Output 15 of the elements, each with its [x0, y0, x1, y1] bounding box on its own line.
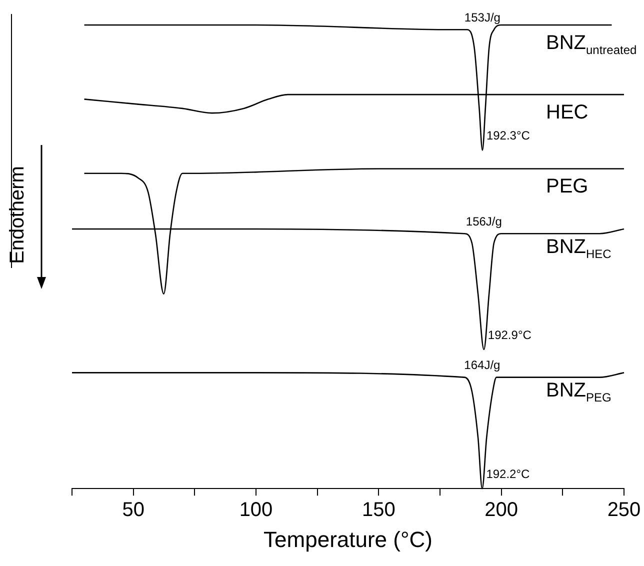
series-label: HEC [546, 102, 588, 124]
series-label: PEG [546, 176, 588, 198]
annotation: 192.2°C [486, 466, 530, 481]
x-tick-label: 50 [122, 499, 144, 522]
x-tick-label: 150 [362, 499, 396, 522]
text: 153J/g [464, 10, 500, 24]
x-tick-label: 200 [484, 499, 518, 522]
y-axis-title: Endotherm [6, 166, 30, 264]
x-axis-title: Temperature (°C) [264, 526, 432, 552]
x-tick-label: 250 [607, 499, 641, 522]
annotation: 192.9°C [488, 328, 532, 342]
annotation: 192.3°C [486, 128, 530, 142]
annotation: 156J/g [466, 214, 502, 228]
annotation: 164J/g [464, 358, 500, 372]
x-tick-label: 100 [239, 499, 273, 522]
